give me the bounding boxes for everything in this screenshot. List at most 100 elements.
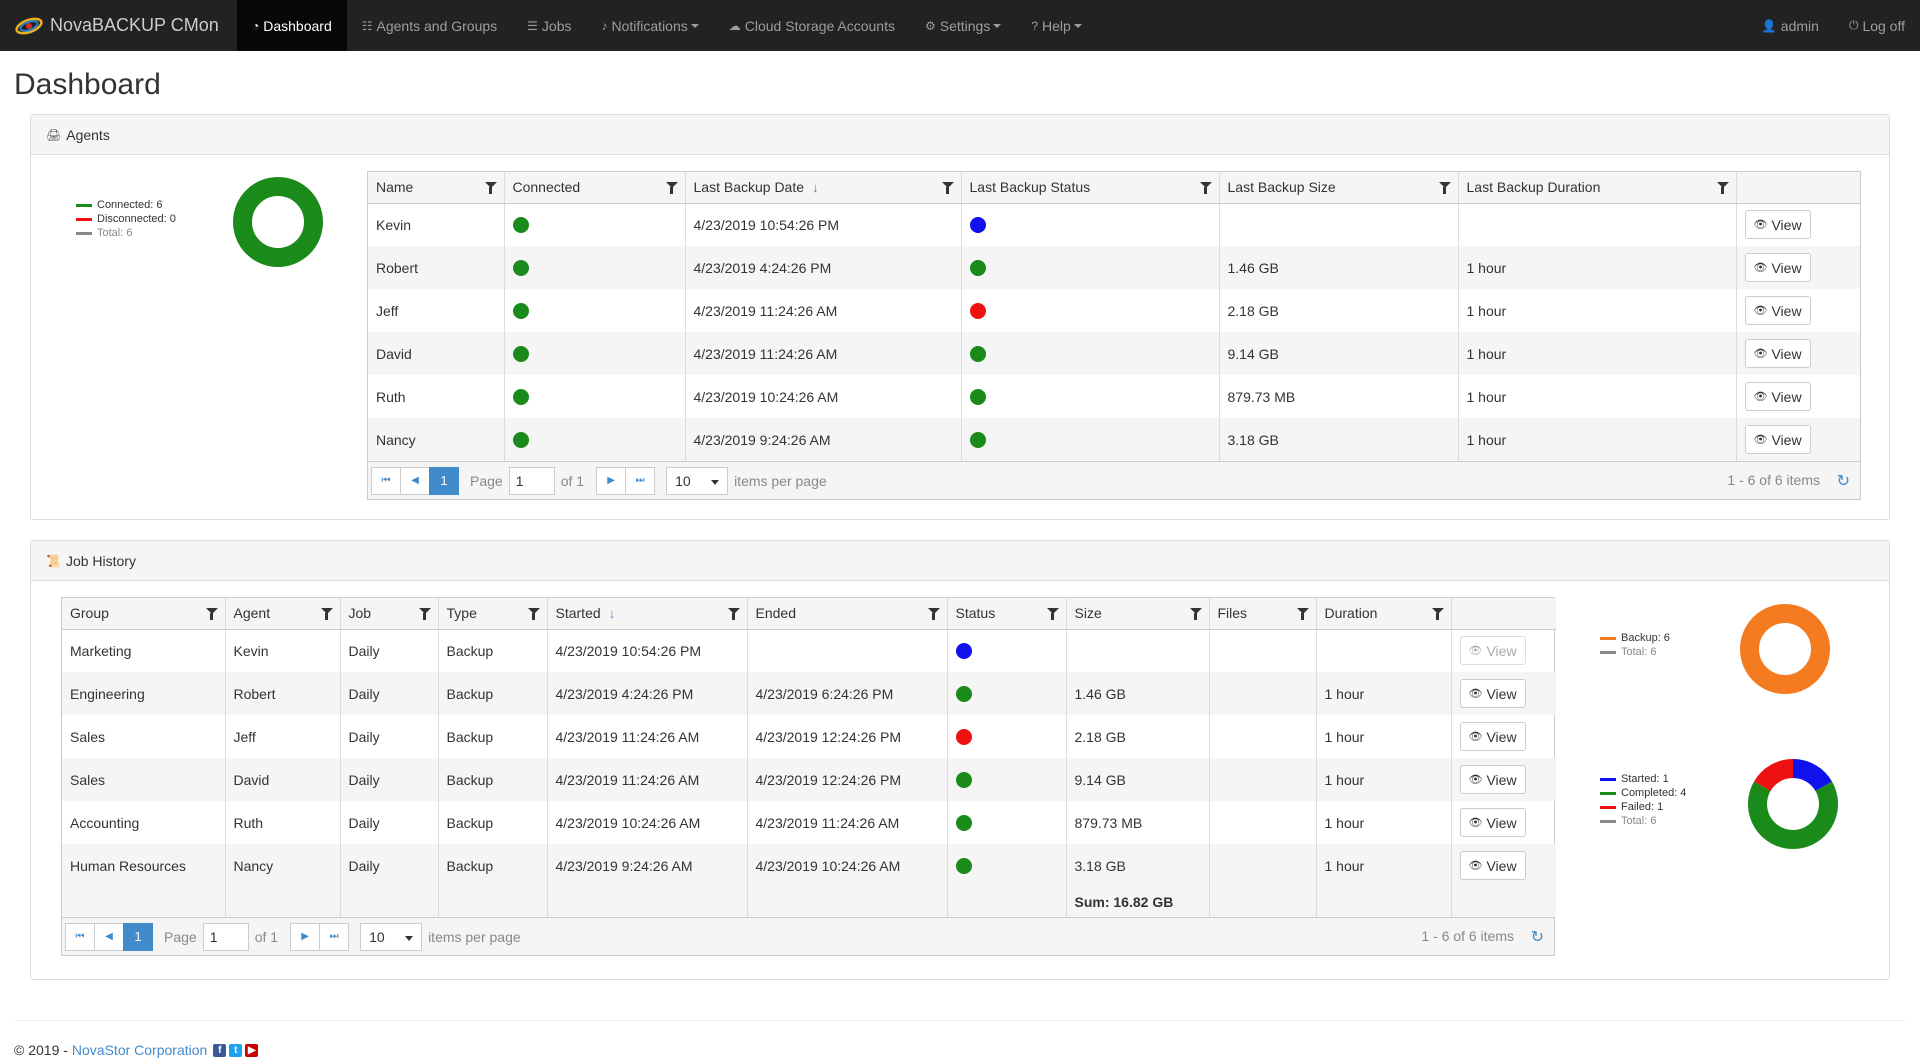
current-page-button[interactable]: 1 <box>429 466 459 495</box>
empty-cell <box>547 887 748 917</box>
nav-cloud-storage-accounts[interactable]: ☁ Cloud Storage Accounts <box>714 0 910 51</box>
job-type-donut-chart <box>1740 604 1830 694</box>
twitter-icon[interactable]: t <box>229 1043 243 1057</box>
view-button[interactable]: 👁 View <box>1744 296 1811 325</box>
filter-icon[interactable] <box>665 182 678 194</box>
page-number-input[interactable] <box>508 466 555 495</box>
column-header[interactable]: Files <box>1209 598 1317 630</box>
filter-icon[interactable] <box>1431 608 1444 620</box>
filter-icon[interactable] <box>320 608 333 620</box>
filter-icon[interactable] <box>418 608 431 620</box>
view-button[interactable]: 👁 View <box>1459 851 1526 880</box>
items-per-page-select[interactable]: 10 <box>666 466 729 495</box>
column-header[interactable]: Started ↓ <box>547 598 748 630</box>
user-menu[interactable]: 👤 admin <box>1747 0 1834 51</box>
first-page-button[interactable]: ⏮ <box>371 466 401 495</box>
facebook-icon[interactable]: f <box>213 1043 227 1057</box>
refresh-icon[interactable]: ↻ <box>1836 473 1850 490</box>
last-backup-duration-cell <box>1458 203 1737 246</box>
job-type-legend: Backup: 6 Total: 6 <box>1600 631 1670 659</box>
view-button[interactable]: 👁 View <box>1744 425 1811 454</box>
status-dot-green <box>955 772 972 789</box>
status-cell <box>961 375 1220 418</box>
view-label: View <box>1486 814 1517 831</box>
view-button[interactable]: 👁 View <box>1459 636 1526 666</box>
company-link[interactable]: NovaStor Corporation <box>71 1042 208 1058</box>
view-label: View <box>1486 642 1517 659</box>
column-header[interactable]: Last Backup Status <box>961 172 1220 204</box>
column-header[interactable]: Agent <box>225 598 341 630</box>
filter-icon[interactable] <box>1199 182 1212 194</box>
filter-icon[interactable] <box>527 608 540 620</box>
column-header[interactable]: Duration <box>1316 598 1452 630</box>
status-dot-green <box>512 303 529 320</box>
nav-jobs[interactable]: ☰ Jobs <box>512 0 586 51</box>
view-button[interactable]: 👁 View <box>1744 210 1811 240</box>
view-button[interactable]: 👁 View <box>1459 679 1526 708</box>
nav-settings[interactable]: ⚙ Settings <box>910 0 1016 51</box>
sort-descending-icon[interactable]: ↓ <box>812 180 819 196</box>
column-header[interactable]: Size <box>1066 598 1210 630</box>
refresh-icon[interactable]: ↻ <box>1530 929 1544 946</box>
prev-page-button[interactable]: ◀ <box>94 922 124 951</box>
duration-cell: 1 hour <box>1316 715 1452 758</box>
sort-descending-icon[interactable]: ↓ <box>608 606 616 622</box>
filter-icon[interactable] <box>1189 608 1202 620</box>
youtube-icon[interactable]: ▶ <box>245 1043 259 1057</box>
column-header[interactable] <box>1451 598 1556 630</box>
status-cell <box>961 332 1220 375</box>
logoff-link[interactable]: ⏻ Log off <box>1834 0 1920 51</box>
view-button[interactable]: 👁 View <box>1744 253 1811 282</box>
view-button[interactable]: 👁 View <box>1744 339 1811 368</box>
last-page-button[interactable]: ⏭ <box>625 466 656 495</box>
view-button[interactable]: 👁 View <box>1459 722 1526 751</box>
view-button[interactable]: 👁 View <box>1459 808 1526 837</box>
size-cell: 879.73 MB <box>1066 801 1210 844</box>
copyright-text: © 2019 - <box>14 1042 68 1058</box>
last-backup-size-cell <box>1219 203 1459 246</box>
donut-slice-connected <box>233 177 323 267</box>
column-header[interactable]: Type <box>438 598 548 630</box>
empty-cell <box>747 887 948 917</box>
column-header[interactable]: Connected <box>504 172 686 204</box>
brand[interactable]: NovaBACKUP CMon <box>0 0 237 51</box>
column-header[interactable]: Last Backup Date ↓ <box>685 172 962 204</box>
nav-dashboard[interactable]: ◔ Dashboard <box>237 0 347 51</box>
filter-icon[interactable] <box>927 608 940 620</box>
column-header[interactable]: Group <box>62 598 226 630</box>
current-page-button[interactable]: 1 <box>123 922 153 951</box>
page-number-input[interactable] <box>202 922 249 951</box>
view-button[interactable]: 👁 View <box>1744 382 1811 411</box>
column-header[interactable]: Last Backup Size <box>1219 172 1459 204</box>
filter-icon[interactable] <box>941 182 954 194</box>
filter-icon[interactable] <box>484 182 497 194</box>
filter-icon[interactable] <box>1296 608 1309 620</box>
last-page-button[interactable]: ⏭ <box>319 922 350 951</box>
items-per-page-select[interactable]: 10 <box>360 922 423 951</box>
column-header[interactable]: Name <box>368 172 505 204</box>
column-header[interactable]: Ended <box>747 598 948 630</box>
group-cell: Sales <box>62 758 226 801</box>
column-header[interactable] <box>1736 172 1860 204</box>
filter-icon[interactable] <box>1716 182 1729 194</box>
prev-page-button[interactable]: ◀ <box>400 466 430 495</box>
next-page-button[interactable]: ▶ <box>596 466 627 495</box>
filter-icon[interactable] <box>205 608 218 620</box>
type-cell: Backup <box>438 758 548 801</box>
filter-icon[interactable] <box>1438 182 1451 194</box>
view-button[interactable]: 👁 View <box>1459 765 1526 794</box>
power-icon: ⏻ <box>1848 18 1859 32</box>
next-page-button[interactable]: ▶ <box>290 922 321 951</box>
filter-icon[interactable] <box>1046 608 1059 620</box>
column-header[interactable]: Status <box>947 598 1067 630</box>
first-page-button[interactable]: ⏮ <box>65 922 95 951</box>
nav-agents-and-groups[interactable]: ☷ Agents and Groups <box>347 0 512 51</box>
action-cell: 👁 View <box>1736 289 1860 332</box>
column-header[interactable]: Last Backup Duration <box>1458 172 1737 204</box>
nav-help[interactable]: ? Help <box>1016 0 1096 51</box>
size-cell: 9.14 GB <box>1066 758 1210 801</box>
filter-icon[interactable] <box>727 608 740 620</box>
nav-notifications[interactable]: ♪ Notifications <box>587 0 714 51</box>
files-cell <box>1209 758 1317 801</box>
column-header[interactable]: Job <box>340 598 439 630</box>
